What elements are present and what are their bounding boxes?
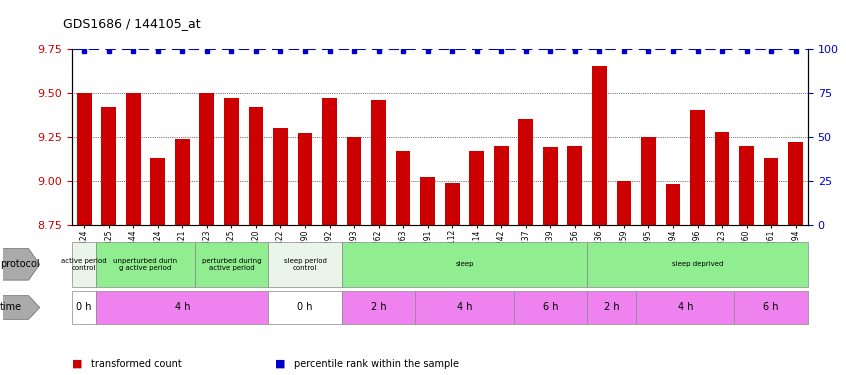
Text: active period
control: active period control (62, 258, 107, 271)
Bar (200, 93, 214, 225)
Bar (543, 147, 558, 225)
Bar (587, 242, 808, 287)
Bar (470, 151, 484, 225)
Bar (72, 242, 96, 287)
Polygon shape (3, 249, 40, 280)
Text: 2 h: 2 h (604, 303, 619, 312)
Text: 0 h: 0 h (297, 303, 313, 312)
Text: time: time (0, 303, 22, 312)
Bar (342, 242, 587, 287)
Bar (268, 242, 342, 287)
Bar (371, 100, 386, 225)
Bar (739, 146, 754, 225)
Bar (764, 158, 778, 225)
Bar (592, 66, 607, 225)
Bar (151, 158, 165, 225)
Text: perturbed during
active period: perturbed during active period (201, 258, 261, 271)
Bar (347, 137, 361, 225)
Bar (519, 119, 533, 225)
Bar (445, 183, 459, 225)
Text: 4 h: 4 h (678, 303, 693, 312)
Text: 6 h: 6 h (542, 303, 558, 312)
Bar (415, 291, 514, 324)
Bar (715, 132, 729, 225)
Text: unperturbed durin
g active period: unperturbed durin g active period (113, 258, 178, 271)
Text: sleep deprived: sleep deprived (672, 261, 723, 267)
Bar (77, 93, 91, 225)
Bar (268, 291, 342, 324)
Bar (96, 242, 195, 287)
Bar (102, 107, 116, 225)
Polygon shape (3, 296, 40, 320)
Text: 2 h: 2 h (371, 303, 387, 312)
Bar (249, 107, 263, 225)
Text: 6 h: 6 h (763, 303, 779, 312)
Bar (126, 93, 140, 225)
Bar (342, 291, 415, 324)
Bar (568, 146, 582, 225)
Bar (322, 98, 337, 225)
Text: 0 h: 0 h (76, 303, 92, 312)
Bar (494, 146, 508, 225)
Bar (175, 139, 190, 225)
Bar (636, 291, 734, 324)
Text: GDS1686 / 144105_at: GDS1686 / 144105_at (63, 17, 201, 30)
Bar (641, 137, 656, 225)
Text: protocol: protocol (0, 260, 40, 269)
Bar (514, 291, 587, 324)
Text: percentile rank within the sample: percentile rank within the sample (294, 359, 459, 369)
Bar (396, 151, 410, 225)
Bar (298, 134, 312, 225)
Bar (587, 291, 636, 324)
Bar (96, 291, 268, 324)
Bar (734, 291, 808, 324)
Bar (420, 177, 435, 225)
Bar (666, 184, 680, 225)
Text: sleep: sleep (455, 261, 474, 267)
Bar (788, 142, 803, 225)
Bar (224, 98, 239, 225)
Bar (690, 110, 705, 225)
Bar (72, 291, 96, 324)
Bar (617, 181, 631, 225)
Text: ■: ■ (275, 359, 285, 369)
Bar (273, 128, 288, 225)
Text: ■: ■ (72, 359, 82, 369)
Text: transformed count: transformed count (91, 359, 181, 369)
Text: 4 h: 4 h (174, 303, 190, 312)
Text: sleep period
control: sleep period control (283, 258, 327, 271)
Bar (195, 242, 268, 287)
Text: 4 h: 4 h (457, 303, 472, 312)
